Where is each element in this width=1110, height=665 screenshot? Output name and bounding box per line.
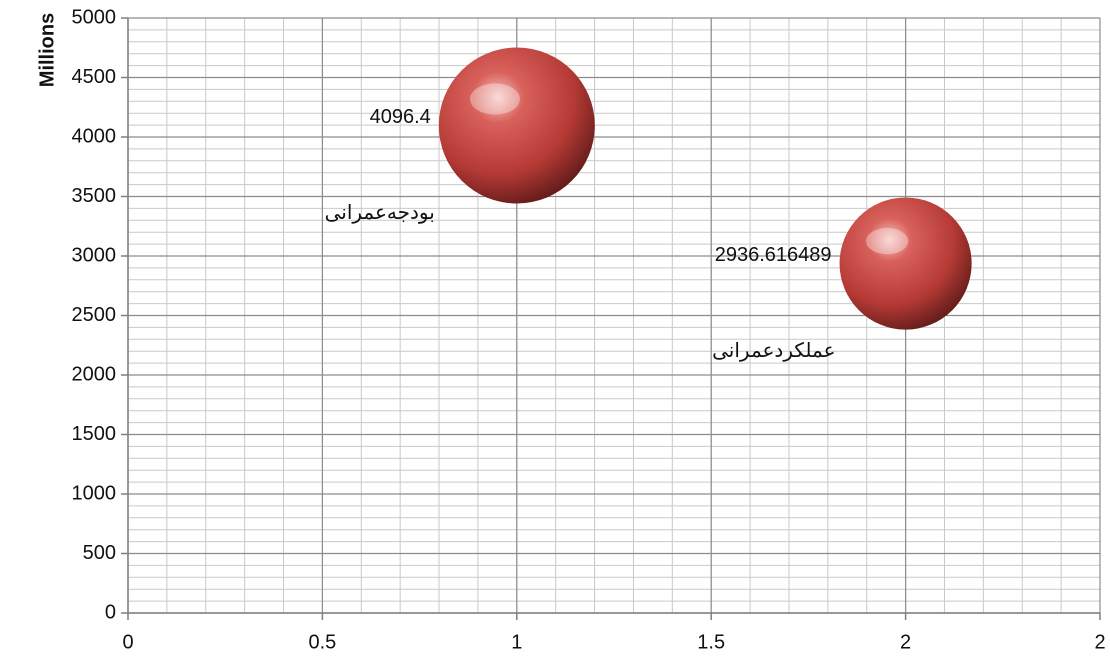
- x-tick-label: 1: [511, 631, 522, 653]
- x-tick-label: 0.5: [308, 631, 336, 653]
- y-tick-label: 5000: [72, 6, 117, 28]
- data-labels: 4096.4 بودجه‌عمرانی 2936.616489 عملکردعمران…: [325, 106, 836, 362]
- bubble-highlight: [470, 83, 520, 115]
- y-tick-label: 3500: [72, 185, 117, 207]
- data-value-label: 4096.4: [370, 106, 431, 128]
- y-tick-label: 4500: [72, 66, 117, 88]
- axes: [121, 17, 1101, 620]
- x-tick-label: 2: [1094, 631, 1105, 653]
- x-tick-label: 0: [122, 631, 133, 653]
- y-tick-label: 1500: [72, 423, 117, 445]
- bubbles: [438, 47, 972, 330]
- data-category-label: عملکردعمرانی: [712, 338, 835, 362]
- y-tick-label: 500: [83, 542, 116, 564]
- data-category-label: بودجه‌عمرانی: [325, 200, 435, 224]
- y-tick-label: 2500: [72, 304, 117, 326]
- bubble-point: [438, 47, 595, 204]
- y-axis-label: Millions: [36, 13, 58, 87]
- data-value-label: 2936.616489: [715, 244, 832, 266]
- y-tick-label: 1000: [72, 482, 117, 504]
- bubble-highlight: [865, 227, 909, 255]
- x-tick-label: 1.5: [697, 631, 725, 653]
- gridlines: [127, 17, 1101, 614]
- x-tick-label: 2: [900, 631, 911, 653]
- y-tick-label: 2000: [72, 363, 117, 385]
- y-tick-label: 0: [105, 601, 116, 623]
- y-tick-label: 3000: [72, 244, 117, 266]
- tick-labels: 0 500 1000 1500 2000 2500 3000 3500 4000 4500 5000…: [72, 6, 1106, 653]
- bubble-point: [839, 197, 972, 330]
- y-tick-label: 4000: [72, 125, 117, 147]
